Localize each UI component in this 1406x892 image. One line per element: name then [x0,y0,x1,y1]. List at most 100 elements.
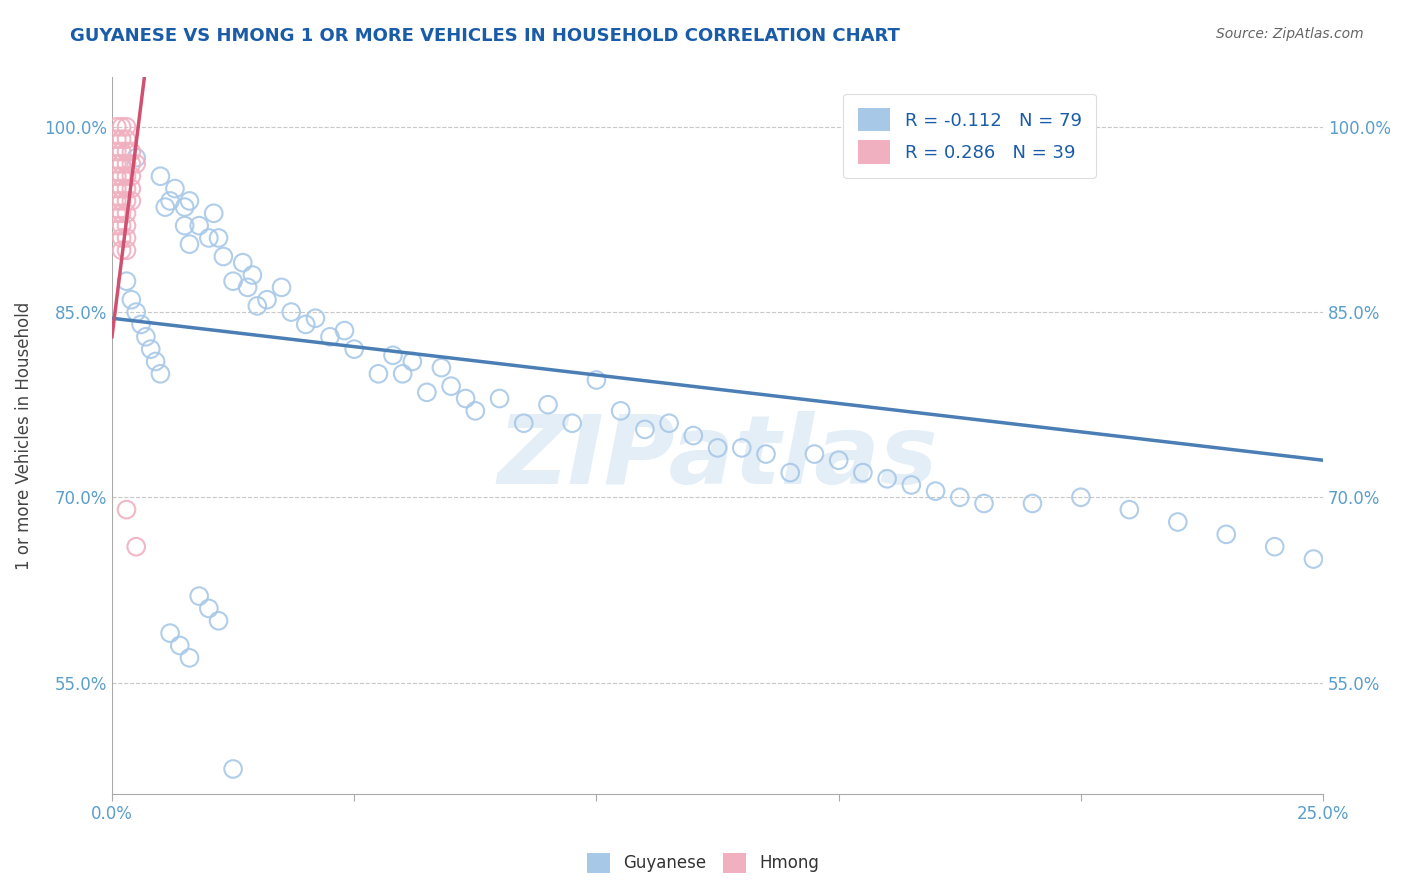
Point [207,231,229,245]
Point [232,255,254,269]
Point [105,219,128,233]
Point [111,132,134,146]
Point [440,379,463,393]
Point [1215,527,1237,541]
Point [731,441,754,455]
Point [179,650,201,665]
Point [115,181,138,195]
Point [120,145,142,159]
Point [139,342,162,356]
Point [105,181,128,195]
Point [115,206,138,220]
Point [682,428,704,442]
Point [198,601,221,615]
Point [333,324,356,338]
Point [105,169,128,184]
Point [401,354,423,368]
Point [188,219,211,233]
Point [115,132,138,146]
Point [876,472,898,486]
Y-axis label: 1 or more Vehicles in Household: 1 or more Vehicles in Household [15,301,32,570]
Point [256,293,278,307]
Point [1021,496,1043,510]
Point [236,280,259,294]
Point [111,206,134,220]
Point [163,181,186,195]
Point [115,219,138,233]
Point [125,157,148,171]
Legend: R = -0.112   N = 79, R = 0.286   N = 39: R = -0.112 N = 79, R = 0.286 N = 39 [844,94,1097,178]
Point [973,496,995,510]
Point [222,762,245,776]
Point [120,169,142,184]
Point [852,466,875,480]
Point [125,305,148,319]
Point [464,404,486,418]
Point [111,244,134,258]
Point [135,330,157,344]
Point [111,169,134,184]
Point [430,360,453,375]
Point [198,231,221,245]
Point [1264,540,1286,554]
Point [115,169,138,184]
Point [115,194,138,208]
Point [949,491,972,505]
Point [173,219,195,233]
Point [111,157,134,171]
Point [169,639,191,653]
Point [159,194,181,208]
Point [222,274,245,288]
Point [319,330,342,344]
Point [803,447,825,461]
Point [827,453,849,467]
Point [755,447,778,461]
Point [634,422,657,436]
Point [149,367,172,381]
Point [105,206,128,220]
Point [294,318,316,332]
Point [120,194,142,208]
Point [1167,515,1189,529]
Point [111,194,134,208]
Point [270,280,292,294]
Point [416,385,439,400]
Point [343,342,366,356]
Point [207,614,229,628]
Point [304,311,326,326]
Point [115,502,138,516]
Point [145,354,167,368]
Point [115,120,138,134]
Point [706,441,728,455]
Point [111,181,134,195]
Point [488,392,510,406]
Legend: Guyanese, Hmong: Guyanese, Hmong [579,847,827,880]
Point [155,200,177,214]
Point [125,151,148,165]
Point [179,194,201,208]
Point [280,305,302,319]
Point [561,416,583,430]
Point [115,145,138,159]
Point [1118,502,1140,516]
Point [202,206,225,220]
Point [111,231,134,245]
Point [125,540,148,554]
Point [179,237,201,252]
Point [115,274,138,288]
Point [609,404,631,418]
Point [173,200,195,214]
Text: GUYANESE VS HMONG 1 OR MORE VEHICLES IN HOUSEHOLD CORRELATION CHART: GUYANESE VS HMONG 1 OR MORE VEHICLES IN … [70,27,900,45]
Point [454,392,477,406]
Point [367,367,389,381]
Point [779,466,801,480]
Point [585,373,607,387]
Point [115,231,138,245]
Point [381,348,404,362]
Point [129,318,152,332]
Point [1070,491,1092,505]
Point [111,145,134,159]
Point [105,132,128,146]
Point [159,626,181,640]
Point [105,194,128,208]
